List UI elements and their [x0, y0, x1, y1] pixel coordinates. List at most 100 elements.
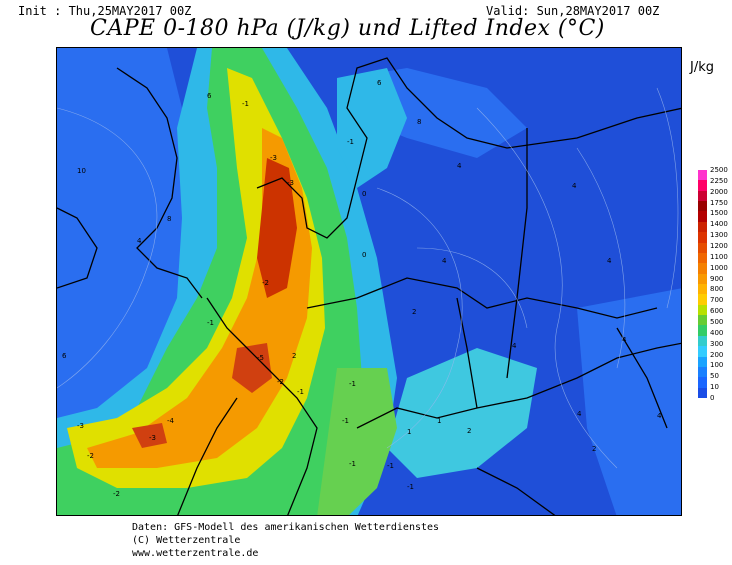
li-label: -3 [287, 179, 294, 187]
legend-level-label: 2500 [710, 166, 728, 174]
li-label: -3 [149, 434, 156, 442]
legend-level-label: 100 [710, 361, 724, 370]
li-label: -1 [347, 138, 354, 146]
li-label: 8 [417, 118, 421, 126]
li-label: -5 [257, 354, 264, 362]
li-label: 4 [577, 410, 582, 418]
li-label: -1 [407, 483, 414, 491]
legend-level-label: 2000 [710, 187, 728, 196]
lifted-index-labels: 10 6 8 4 6 -1 -3 -5 -3 -2 -1 2 -1 -3 -2 … [62, 79, 662, 498]
li-label: 2 [592, 445, 596, 453]
li-label: 2 [292, 352, 296, 360]
li-label: -2 [87, 452, 94, 460]
cape-core-red-north [257, 158, 297, 298]
li-label: 4 [137, 237, 142, 245]
cape-map: 10 6 8 4 6 -1 -3 -5 -3 -2 -1 2 -1 -3 -2 … [56, 47, 682, 516]
lifted-index-isolines [57, 87, 679, 469]
legend-level-label: 50 [710, 372, 719, 381]
legend-swatch [698, 377, 707, 389]
credit-copyright: (C) Wetterzentrale [132, 535, 241, 546]
legend-level-label: 1200 [710, 242, 728, 250]
legend-swatch [698, 180, 707, 192]
li-label: 6 [207, 92, 212, 100]
li-label: -3 [270, 154, 277, 162]
legend-swatch [698, 211, 707, 223]
li-label: 4 [572, 182, 577, 190]
li-label: 1 [437, 417, 441, 425]
legend-level-label: 1750 [710, 198, 728, 207]
coastlines [57, 57, 681, 515]
legend-level-label: 1100 [710, 252, 728, 261]
cape-core-red-center [232, 343, 272, 393]
legend-swatch [698, 284, 707, 295]
map-canvas: 10 6 8 4 6 -1 -3 -5 -3 -2 -1 2 -1 -3 -2 … [57, 48, 681, 515]
li-label: 1 [407, 428, 411, 436]
li-label: 4 [607, 257, 612, 265]
cape-core-red-south [132, 423, 167, 448]
li-label: -2 [262, 279, 269, 287]
legend-swatch [698, 387, 707, 399]
legend-swatch [698, 304, 707, 316]
legend-swatch [698, 346, 707, 358]
li-label: -1 [349, 460, 356, 468]
li-label: 2 [467, 427, 471, 435]
legend-swatch [698, 263, 707, 275]
li-label: 4 [442, 257, 447, 265]
li-label: 4 [457, 162, 462, 170]
legend-level-label: 900 [710, 274, 724, 283]
li-label: 4 [512, 342, 517, 350]
legend-level-label: 1000 [710, 263, 728, 272]
legend-level-label: 1400 [710, 220, 728, 229]
li-label: -1 [242, 100, 249, 108]
legend-swatch [698, 315, 707, 326]
li-label: -1 [342, 417, 349, 425]
li-label: 4 [657, 412, 662, 420]
legend-level-label: 600 [710, 307, 724, 316]
credit-website: www.wetterzentrale.de [132, 548, 259, 559]
li-label: 10 [77, 167, 86, 175]
li-label: -2 [277, 378, 284, 386]
li-label: 0 [362, 190, 366, 198]
li-label: -1 [297, 388, 304, 396]
map-title: CAPE 0-180 hPa (J/kg) und Lifted Index (… [90, 16, 605, 41]
legend-level-label: 1300 [710, 231, 728, 240]
credit-data-source: Daten: GFS-Modell des amerikanischen Wet… [132, 522, 440, 533]
legend-level-label: 700 [710, 296, 724, 305]
cape-zone-light-blue-east [577, 288, 681, 515]
init-time-label: Init : Thu,25MAY2017 00Z [18, 4, 192, 18]
legend-swatch [698, 221, 707, 233]
cape-zone-cyan-alps [387, 348, 537, 478]
li-label: -1 [207, 319, 214, 327]
li-label: 6 [62, 352, 67, 360]
legend-level-label: 500 [710, 318, 724, 326]
legend-level-label: 10 [710, 383, 719, 392]
legend-level-label: 0 [710, 394, 715, 402]
li-label: 4 [622, 336, 627, 344]
legend-unit: J/kg [690, 60, 714, 75]
legend-swatch [698, 170, 707, 181]
li-label: 8 [167, 215, 171, 223]
legend-level-label: 200 [710, 350, 724, 359]
li-label: -1 [387, 462, 394, 470]
legend-swatch [698, 242, 707, 254]
legend-swatch [698, 273, 707, 285]
li-label: 2 [412, 308, 416, 316]
legend-level-label: 1500 [710, 209, 728, 218]
legend-swatch [698, 232, 707, 244]
legend-swatch [698, 356, 707, 368]
legend-swatch [698, 201, 707, 212]
legend-swatch [698, 335, 707, 347]
cape-zone-cyan-north [337, 68, 407, 188]
li-label: 0 [362, 251, 366, 259]
legend-swatch [698, 366, 707, 378]
legend-level-label: 400 [710, 328, 724, 337]
legend-level-label: 800 [710, 285, 724, 294]
li-label: -3 [77, 422, 84, 430]
legend-swatch [698, 252, 707, 264]
valid-time-label: Valid: Sun,28MAY2017 00Z [486, 4, 660, 18]
cape-zone-green-south [317, 368, 397, 515]
legend-level-label: 2250 [710, 176, 728, 185]
legend-swatch [698, 325, 707, 337]
legend-swatch [698, 294, 707, 306]
legend-level-label: 300 [710, 339, 724, 348]
